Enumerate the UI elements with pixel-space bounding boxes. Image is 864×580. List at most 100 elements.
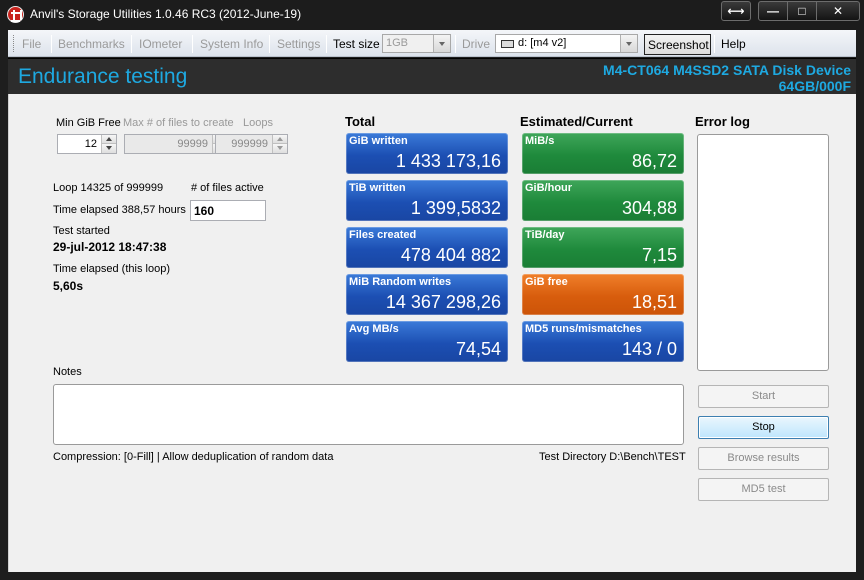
- tile-value: 478 404 882: [400, 245, 501, 265]
- tile-tib-written: TiB written 1 399,5832: [346, 180, 508, 221]
- app-icon[interactable]: [7, 6, 24, 23]
- menu-separator: [714, 35, 715, 53]
- device-name: M4-CT064 M4SSD2 SATA Disk Device: [603, 62, 851, 78]
- notes-label: Notes: [53, 366, 82, 378]
- estimated-heading: Estimated/Current: [520, 114, 633, 129]
- loops-value: 999999: [231, 138, 268, 150]
- loops-label: Loops: [243, 117, 273, 129]
- minimize-button[interactable]: —: [758, 1, 788, 21]
- tile-value: 1 433 173,16: [395, 151, 501, 171]
- tile-value: 304,88: [621, 198, 677, 218]
- tile-label: MD5 runs/mismatches: [525, 323, 642, 335]
- tile-value: 18,51: [631, 292, 677, 312]
- tile-md5-runs: MD5 runs/mismatches 143 / 0: [522, 321, 684, 362]
- close-button[interactable]: ✕: [816, 1, 860, 21]
- max-files-label: Max # of files to create: [123, 117, 234, 129]
- device-capacity: 64GB/000F: [778, 78, 851, 94]
- menu-separator: [131, 35, 132, 53]
- error-log-box[interactable]: [697, 134, 829, 371]
- menu-separator: [192, 35, 193, 53]
- menu-settings[interactable]: Settings: [277, 37, 321, 51]
- tile-gib-free: GiB free 18,51: [522, 274, 684, 315]
- test-started-label: Test started: [53, 225, 110, 237]
- maximize-button[interactable]: □: [787, 1, 817, 21]
- chevron-up-icon[interactable]: [102, 135, 116, 144]
- tile-label: MiB Random writes: [349, 276, 452, 288]
- loops-stepper[interactable]: 999999: [215, 134, 288, 154]
- menu-separator: [51, 35, 52, 53]
- menu-system-info[interactable]: System Info: [200, 37, 264, 51]
- stepper-buttons[interactable]: [101, 135, 116, 153]
- tile-value: 7,15: [641, 245, 677, 265]
- min-gib-free-stepper[interactable]: 12: [57, 134, 117, 154]
- menu-benchmarks[interactable]: Benchmarks: [58, 37, 125, 51]
- stop-button[interactable]: Stop: [698, 416, 829, 439]
- tile-label: TiB/day: [525, 229, 565, 241]
- tile-label: GiB free: [525, 276, 568, 288]
- tile-label: Avg MB/s: [349, 323, 399, 335]
- tile-label: TiB written: [349, 182, 406, 194]
- chevron-down-icon: [433, 35, 450, 52]
- min-gib-free-value: 12: [84, 138, 97, 150]
- max-files-stepper[interactable]: 99999: [124, 134, 228, 154]
- tile-label: GiB written: [349, 135, 408, 147]
- tile-label: GiB/hour: [525, 182, 573, 194]
- tile-value: 86,72: [631, 151, 677, 171]
- menu-file[interactable]: File: [22, 37, 42, 51]
- loop-counter: Loop 14325 of 999999: [53, 182, 164, 194]
- md5-test-button[interactable]: MD5 test: [698, 478, 829, 501]
- drive-icon: [501, 40, 514, 48]
- menu-separator: [269, 35, 270, 53]
- loop-elapsed-value: 5,60s: [53, 279, 84, 293]
- tile-tib-per-day: TiB/day 7,15: [522, 227, 684, 268]
- chevron-up-icon[interactable]: [273, 135, 287, 144]
- drive-select[interactable]: d: [m4 v2]: [495, 34, 638, 53]
- tile-mib-per-s: MiB/s 86,72: [522, 133, 684, 174]
- tile-gib-written: GiB written 1 433 173,16: [346, 133, 508, 174]
- total-heading: Total: [345, 114, 376, 129]
- menu-iometer[interactable]: IOmeter: [139, 37, 183, 51]
- tile-gib-per-hour: GiB/hour 304,88: [522, 180, 684, 221]
- menu-separator: [326, 35, 327, 53]
- tile-avg-mbs: Avg MB/s 74,54: [346, 321, 508, 362]
- start-button[interactable]: Start: [698, 385, 829, 408]
- title-bar: Anvil's Storage Utilities 1.0.46 RC3 (20…: [0, 0, 864, 30]
- chevron-down-icon: [620, 35, 637, 52]
- tile-value: 143 / 0: [621, 339, 677, 359]
- drive-label: Drive: [462, 37, 491, 51]
- stepper-buttons[interactable]: [272, 135, 287, 153]
- window-title: Anvil's Storage Utilities 1.0.46 RC3 (20…: [30, 7, 302, 21]
- tile-mib-random-writes: MiB Random writes 14 367 298,26: [346, 274, 508, 315]
- chevron-down-icon[interactable]: [102, 144, 116, 153]
- tile-value: 74,54: [455, 339, 501, 359]
- menu-help[interactable]: Help: [721, 37, 746, 51]
- menu-separator: [455, 35, 456, 53]
- min-gib-free-label: Min GiB Free: [56, 117, 121, 129]
- drive-value: d: [m4 v2]: [518, 37, 567, 49]
- test-started-value: 29-jul-2012 18:47:38: [53, 240, 167, 254]
- tile-files-created: Files created 478 404 882: [346, 227, 508, 268]
- tile-value: 14 367 298,26: [385, 292, 501, 312]
- test-size-value: 1GB: [386, 37, 409, 49]
- toolbar-grip[interactable]: [13, 35, 16, 52]
- time-elapsed: Time elapsed 388,57 hours: [53, 204, 186, 216]
- loop-elapsed-label: Time elapsed (this loop): [53, 263, 170, 275]
- files-active-field[interactable]: 160: [190, 200, 266, 221]
- test-size-label: Test size: [333, 37, 380, 51]
- browse-results-button[interactable]: Browse results: [698, 447, 829, 470]
- tile-label: MiB/s: [525, 135, 555, 147]
- screenshot-button[interactable]: Screenshot: [644, 34, 711, 55]
- page-header: Endurance testing M4-CT064 M4SSD2 SATA D…: [8, 58, 856, 94]
- error-log-heading: Error log: [695, 114, 750, 129]
- max-files-value: 99999: [177, 138, 208, 150]
- notes-field[interactable]: [53, 384, 684, 445]
- files-active-label: # of files active: [191, 182, 264, 194]
- test-size-select[interactable]: 1GB: [382, 34, 451, 53]
- compression-info: Compression: [0-Fill] | Allow deduplicat…: [53, 451, 334, 463]
- window-bottom-edge: [0, 572, 864, 580]
- resize-arrows-icon[interactable]: ⟷: [721, 1, 751, 21]
- tile-value: 1 399,5832: [410, 198, 501, 218]
- chevron-down-icon[interactable]: [273, 144, 287, 153]
- window-controls: ⟷ — □ ✕: [721, 1, 860, 21]
- endurance-panel: Min GiB Free Max # of files to create Lo…: [8, 94, 856, 572]
